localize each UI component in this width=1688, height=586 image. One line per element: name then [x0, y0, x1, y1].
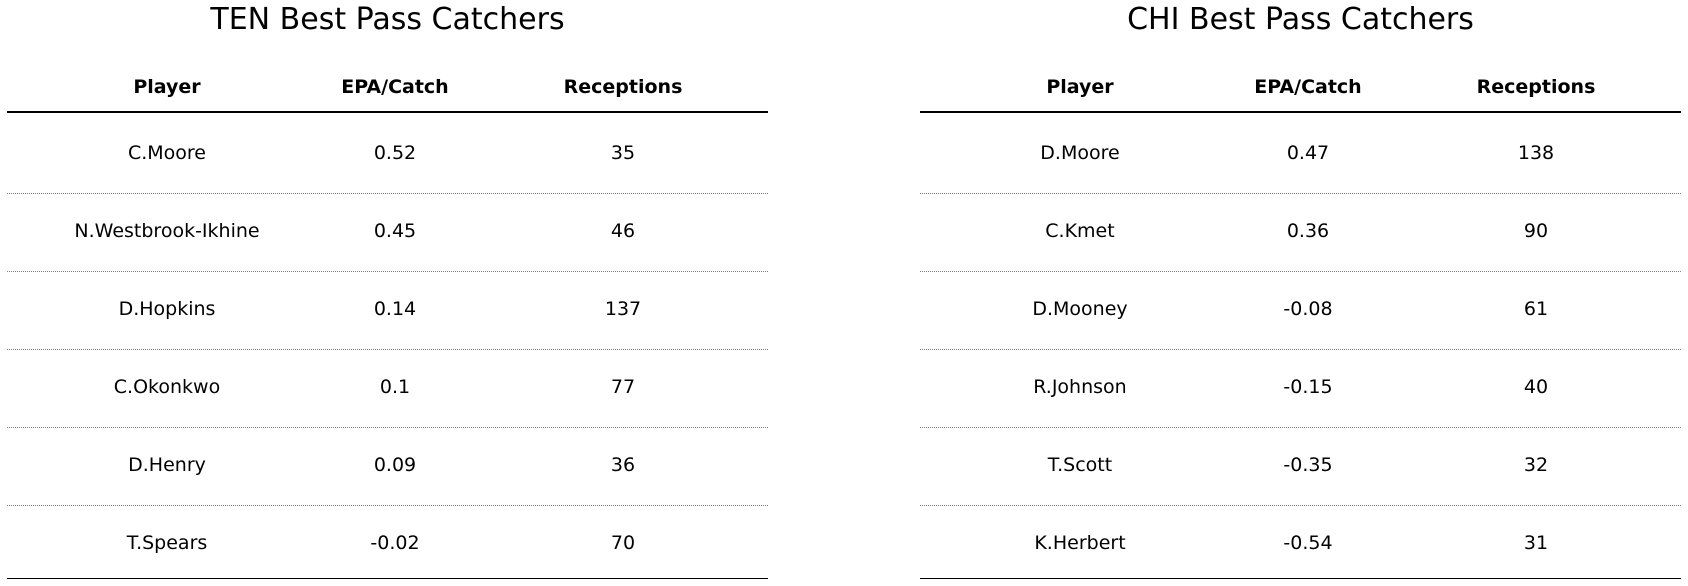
row-separator [920, 271, 1681, 272]
row-separator [7, 271, 768, 272]
player-cell: C.Moore [127, 142, 207, 164]
player-cell: T.Scott [1047, 454, 1113, 476]
player-cell: K.Herbert [1034, 532, 1126, 554]
table-row: R.Johnson -0.15 40 [920, 374, 1681, 400]
epa-catch-cell: -0.08 [1283, 298, 1333, 320]
epa-catch-cell: 0.36 [1286, 220, 1330, 242]
row-separator [920, 505, 1681, 506]
row-separator [920, 427, 1681, 428]
player-cell: D.Henry [128, 454, 206, 476]
header-rule [920, 111, 1681, 113]
column-header-player: Player [1046, 76, 1114, 98]
player-cell: D.Hopkins [118, 298, 216, 320]
table-row: D.Hopkins 0.14 137 [7, 296, 768, 322]
table-header-row: Player EPA/Catch Receptions [920, 74, 1681, 100]
table-row: D.Henry 0.09 36 [7, 452, 768, 478]
receptions-cell: 36 [610, 454, 636, 476]
row-separator [7, 193, 768, 194]
table-row: D.Moore 0.47 138 [920, 140, 1681, 166]
table-row: T.Scott -0.35 32 [920, 452, 1681, 478]
epa-catch-cell: 0.09 [373, 454, 417, 476]
row-separator [920, 349, 1681, 350]
epa-catch-cell: -0.54 [1283, 532, 1333, 554]
receptions-cell: 90 [1523, 220, 1549, 242]
chi-table-panel: CHI Best Pass Catchers Player EPA/Catch … [920, 0, 1681, 586]
receptions-cell: 137 [604, 298, 642, 320]
epa-catch-cell: 0.1 [379, 376, 411, 398]
receptions-cell: 46 [610, 220, 636, 242]
column-header-epa-catch: EPA/Catch [1254, 76, 1362, 98]
player-cell: R.Johnson [1033, 376, 1127, 398]
table-title: TEN Best Pass Catchers [210, 2, 565, 37]
table-header-row: Player EPA/Catch Receptions [7, 74, 768, 100]
column-header-epa-catch: EPA/Catch [341, 76, 449, 98]
player-cell: C.Okonkwo [113, 376, 221, 398]
row-separator [7, 349, 768, 350]
player-cell: C.Kmet [1045, 220, 1115, 242]
table-row: C.Okonkwo 0.1 77 [7, 374, 768, 400]
receptions-cell: 40 [1523, 376, 1549, 398]
table-row: N.Westbrook-Ikhine 0.45 46 [7, 218, 768, 244]
player-cell: D.Moore [1040, 142, 1120, 164]
table-row: K.Herbert -0.54 31 [920, 530, 1681, 556]
table-row: D.Mooney -0.08 61 [920, 296, 1681, 322]
header-rule [7, 111, 768, 113]
table-row: C.Kmet 0.36 90 [920, 218, 1681, 244]
receptions-cell: 32 [1523, 454, 1549, 476]
player-cell: T.Spears [126, 532, 208, 554]
epa-catch-cell: 0.45 [373, 220, 417, 242]
bottom-rule [920, 578, 1681, 579]
receptions-cell: 35 [610, 142, 636, 164]
epa-catch-cell: 0.47 [1286, 142, 1330, 164]
row-separator [7, 505, 768, 506]
row-separator [920, 193, 1681, 194]
epa-catch-cell: -0.35 [1283, 454, 1333, 476]
receptions-cell: 77 [610, 376, 636, 398]
receptions-cell: 31 [1523, 532, 1549, 554]
receptions-cell: 70 [610, 532, 636, 554]
player-cell: N.Westbrook-Ikhine [74, 220, 260, 242]
bottom-rule [7, 578, 768, 579]
epa-catch-cell: -0.02 [370, 532, 420, 554]
receptions-cell: 138 [1517, 142, 1555, 164]
receptions-cell: 61 [1523, 298, 1549, 320]
table-title: CHI Best Pass Catchers [1127, 2, 1474, 37]
column-header-receptions: Receptions [563, 76, 683, 98]
ten-table-panel: TEN Best Pass Catchers Player EPA/Catch … [7, 0, 768, 586]
row-separator [7, 427, 768, 428]
column-header-player: Player [133, 76, 201, 98]
table-row: C.Moore 0.52 35 [7, 140, 768, 166]
epa-catch-cell: 0.14 [373, 298, 417, 320]
epa-catch-cell: -0.15 [1283, 376, 1333, 398]
player-cell: D.Mooney [1032, 298, 1128, 320]
column-header-receptions: Receptions [1476, 76, 1596, 98]
table-row: T.Spears -0.02 70 [7, 530, 768, 556]
epa-catch-cell: 0.52 [373, 142, 417, 164]
